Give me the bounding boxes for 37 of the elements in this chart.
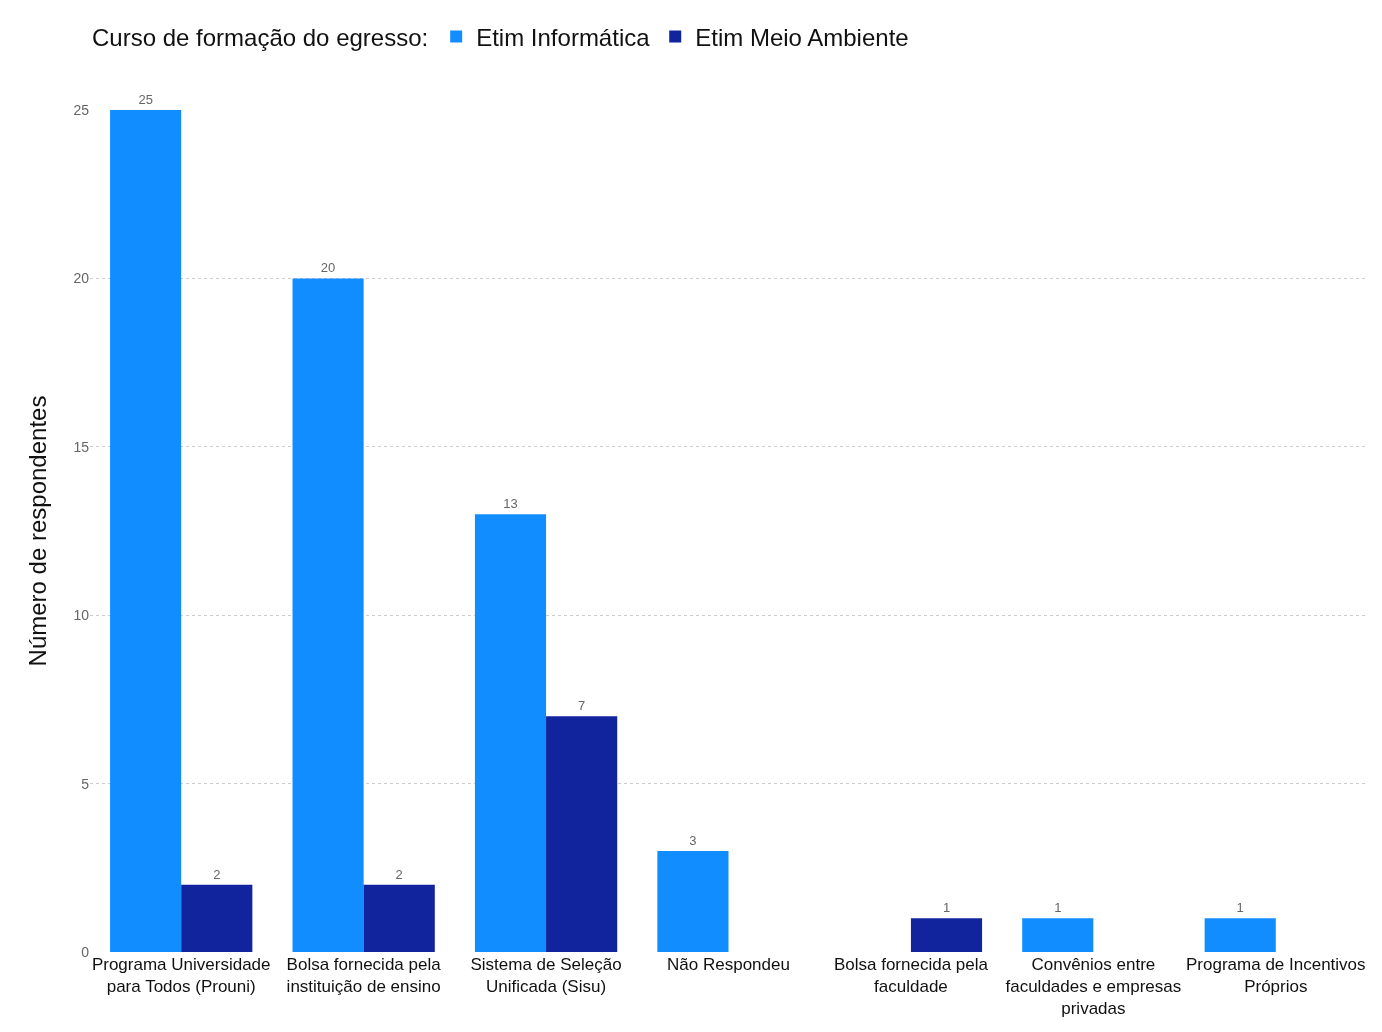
y-tick-label: 25 <box>73 101 90 118</box>
data-label: 1 <box>1054 900 1062 916</box>
x-tick-label: Bolsa fornecida pela faculdade <box>833 955 989 997</box>
y-axis-title: Número de respondentes <box>23 395 51 667</box>
y-tick-label: 20 <box>73 270 90 287</box>
x-tick-label: Programa de Incentivos Próprios <box>1186 955 1366 997</box>
data-label: 1 <box>1236 900 1244 916</box>
bar <box>110 110 182 952</box>
bar <box>474 514 547 952</box>
bar <box>1022 918 1094 952</box>
bar <box>363 884 435 952</box>
x-tick-label: Bolsa fornecida pela instituição de ensino <box>286 955 442 997</box>
y-tick-label: 15 <box>73 438 90 455</box>
data-label: 25 <box>138 92 153 107</box>
bar <box>657 850 729 952</box>
y-tick-label: 0 <box>81 943 90 960</box>
bar <box>181 884 253 952</box>
bar <box>910 918 983 952</box>
y-tick-label: 10 <box>73 607 90 624</box>
x-tick-label: Não Respondeu <box>667 955 790 974</box>
x-tick-label: Convênios entre faculdades e empresas privadas <box>1005 955 1182 1019</box>
data-label: 7 <box>578 698 586 714</box>
bar <box>1204 918 1276 952</box>
x-tick-label: Programa Universidade para Todos (Prouni) <box>91 955 271 997</box>
bar <box>292 278 364 952</box>
y-tick-label: 5 <box>81 775 90 792</box>
bar <box>546 716 618 952</box>
data-label: 13 <box>503 496 518 512</box>
data-label: 2 <box>395 866 403 882</box>
data-label: 2 <box>213 866 221 882</box>
data-label: 1 <box>942 900 951 916</box>
legend-label: Etim Meio Ambiente <box>695 23 909 51</box>
data-label: 20 <box>320 260 336 276</box>
legend-label: Etim Informática <box>476 23 651 51</box>
legend-title: Curso de formação do egresso: <box>92 23 429 51</box>
x-tick-label: Sistema de Seleção Unificada (Sisu) <box>470 955 622 997</box>
data-label: 3 <box>689 832 697 848</box>
